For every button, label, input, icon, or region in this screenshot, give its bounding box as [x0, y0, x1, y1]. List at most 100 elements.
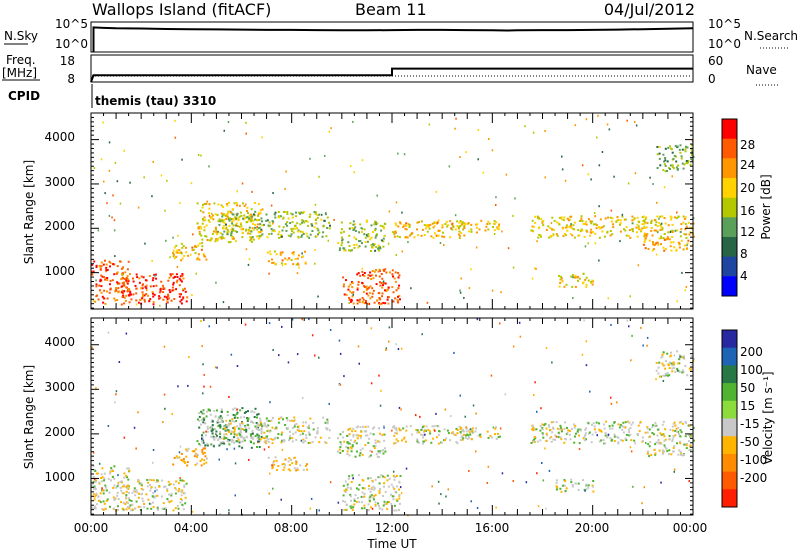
echo-cell	[346, 441, 349, 444]
velocity-y-tick-4000: 4000	[44, 335, 75, 349]
echo-cell	[461, 429, 464, 432]
echo-cell	[624, 426, 627, 429]
echo-cell	[171, 289, 174, 292]
echo-cell	[550, 440, 553, 443]
echo-cell	[296, 226, 299, 229]
echo-cell	[367, 235, 370, 238]
echo-cell	[599, 218, 602, 221]
echo-cell	[384, 282, 387, 285]
echo-cell	[495, 196, 497, 199]
echo-cell	[385, 502, 388, 505]
echo-cell	[201, 217, 204, 220]
echo-cell	[286, 258, 289, 261]
echo-cell	[673, 246, 676, 249]
echo-cell	[361, 270, 364, 273]
echo-cell	[461, 435, 464, 437]
echo-cell	[286, 419, 289, 422]
echo-cell	[162, 502, 165, 505]
echo-cell	[212, 437, 215, 440]
echo-cell	[175, 255, 178, 258]
echo-cell	[674, 429, 677, 432]
echo-cell	[204, 235, 207, 237]
echo-cell	[282, 226, 285, 229]
echo-cell	[368, 484, 370, 487]
x-tick-2000: 20:00	[575, 521, 610, 535]
echo-cell	[245, 436, 248, 439]
echo-cell	[230, 432, 233, 435]
echo-cell	[616, 435, 619, 438]
echo-cell	[611, 424, 614, 427]
echo-cell	[108, 169, 111, 172]
echo-cell	[178, 487, 181, 490]
echo-cell	[182, 277, 185, 280]
echo-cell	[95, 264, 98, 267]
echo-cell	[180, 259, 183, 262]
echo-cell	[667, 224, 670, 227]
echo-cell	[286, 211, 289, 213]
echo-cell	[241, 446, 244, 449]
echo-cell	[607, 216, 610, 219]
echo-cell	[573, 441, 576, 444]
echo-cell	[467, 222, 470, 224]
echo-cell	[235, 224, 238, 227]
echo-cell	[358, 299, 360, 302]
echo-cell	[677, 453, 680, 456]
echo-cell	[686, 374, 689, 377]
echo-cell	[274, 456, 277, 459]
echo-cell	[400, 492, 403, 495]
echo-cell	[449, 220, 452, 223]
echo-cell	[661, 215, 664, 218]
echo-cell	[685, 447, 688, 450]
echo-cell	[350, 488, 353, 490]
echo-cell	[196, 455, 198, 458]
echo-cell	[353, 441, 356, 444]
echo-cell	[363, 487, 366, 490]
echo-cell	[443, 235, 446, 238]
echo-cell	[357, 246, 360, 249]
echo-cell	[268, 221, 271, 224]
echo-cell	[186, 464, 189, 467]
echo-cell	[259, 428, 262, 431]
echo-cell	[308, 236, 311, 239]
site-title: Wallops Island (fitACF)	[92, 0, 271, 19]
echo-cell	[666, 372, 669, 375]
echo-cell	[671, 231, 674, 234]
echo-cell	[177, 385, 179, 388]
echo-cell	[92, 487, 95, 490]
echo-cell	[398, 480, 401, 483]
echo-cell	[420, 220, 423, 223]
echo-cell	[615, 220, 618, 223]
echo-cell	[380, 474, 383, 477]
echo-cell	[141, 497, 144, 500]
echo-cell	[395, 429, 398, 432]
echo-cell	[601, 151, 604, 153]
echo-cell	[578, 448, 581, 450]
echo-cell	[357, 434, 360, 437]
echo-cell	[294, 258, 297, 260]
echo-cell	[305, 232, 308, 235]
echo-cell	[685, 444, 688, 447]
echo-cell	[356, 302, 359, 305]
echo-cell	[456, 432, 459, 435]
echo-cell	[318, 231, 321, 234]
velocity-scale-label: Velocity [m s⁻¹]	[761, 371, 775, 464]
echo-cell	[445, 220, 448, 223]
echo-cell	[101, 295, 104, 298]
echo-cell	[230, 353, 233, 356]
echo-cell	[215, 436, 218, 439]
echo-cell	[353, 236, 356, 239]
echo-cell	[150, 507, 153, 510]
echo-cell	[459, 291, 462, 294]
echo-cell	[395, 498, 398, 501]
echo-cell	[650, 227, 653, 229]
echo-cell	[328, 221, 331, 224]
echo-cell	[353, 503, 356, 506]
power-colorbar-band	[722, 158, 737, 179]
echo-cell	[295, 422, 298, 425]
echo-cell	[138, 492, 140, 495]
echo-cell	[634, 172, 637, 175]
echo-cell	[369, 454, 372, 457]
echo-cell	[563, 479, 566, 481]
echo-cell	[228, 443, 231, 446]
echo-cell	[191, 249, 194, 252]
